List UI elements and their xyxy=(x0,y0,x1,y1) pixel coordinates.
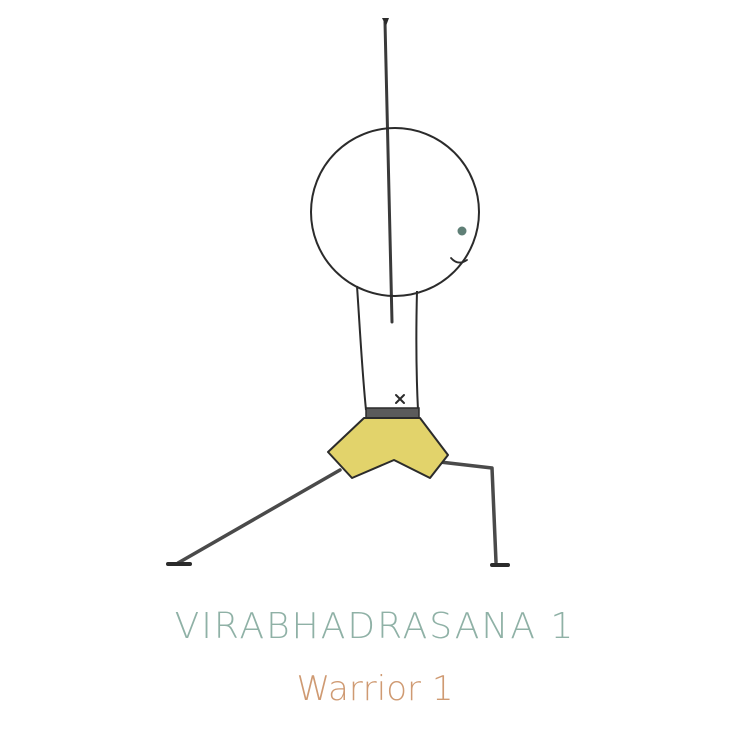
navel-mark xyxy=(395,394,405,404)
head xyxy=(310,127,480,297)
shorts xyxy=(327,417,449,479)
pose-english-name: Warrior 1 xyxy=(296,669,454,709)
smile-icon xyxy=(450,257,468,264)
front-leg xyxy=(438,460,510,567)
torso xyxy=(356,285,419,411)
eye-icon xyxy=(457,226,467,236)
back-leg xyxy=(166,468,342,566)
warrior-pose-illustration xyxy=(166,18,510,567)
raised-arms xyxy=(382,18,394,324)
pose-sanskrit-name: VIRABHADRASANA 1 xyxy=(174,606,576,647)
